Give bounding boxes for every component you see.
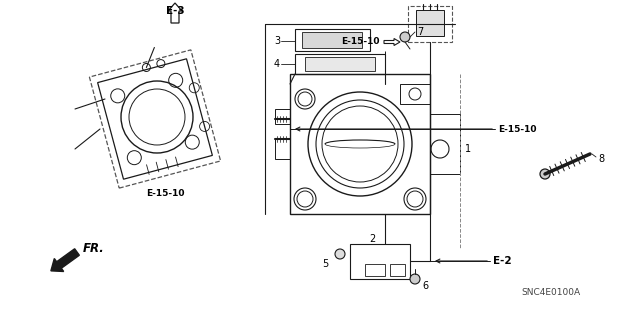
Text: 5: 5 — [322, 259, 328, 269]
Polygon shape — [90, 50, 221, 188]
FancyArrow shape — [384, 39, 400, 46]
Circle shape — [540, 169, 550, 179]
Bar — [390, 264, 405, 276]
Text: 2: 2 — [369, 234, 375, 244]
Bar — [295, 54, 385, 74]
Bar — [275, 139, 290, 159]
Polygon shape — [98, 59, 212, 179]
Text: 7: 7 — [417, 27, 423, 37]
FancyArrow shape — [51, 249, 79, 271]
Text: E-3: E-3 — [166, 6, 184, 16]
Bar — [365, 264, 385, 276]
Bar — [275, 109, 290, 124]
Text: E-15-10: E-15-10 — [342, 38, 380, 47]
Bar — [290, 74, 430, 214]
Bar — [408, 6, 452, 42]
Text: 1: 1 — [465, 144, 471, 154]
Text: 4: 4 — [274, 59, 280, 69]
Bar — [305, 57, 375, 71]
Text: E-15-10: E-15-10 — [146, 189, 184, 198]
Circle shape — [400, 32, 410, 42]
Bar — [350, 244, 410, 279]
Text: 3: 3 — [274, 36, 280, 46]
Text: E-15-10: E-15-10 — [498, 124, 536, 133]
FancyArrow shape — [168, 3, 182, 23]
Bar — [302, 32, 362, 48]
Text: SNC4E0100A: SNC4E0100A — [521, 288, 580, 297]
Bar — [295, 29, 370, 51]
Text: FR.: FR. — [83, 242, 105, 255]
Text: E-2: E-2 — [493, 256, 511, 266]
Bar — [416, 10, 444, 36]
Circle shape — [335, 249, 345, 259]
Bar — [400, 84, 430, 104]
Text: 8: 8 — [598, 154, 604, 164]
Bar — [430, 114, 460, 174]
Circle shape — [410, 274, 420, 284]
Text: 6: 6 — [422, 281, 428, 291]
